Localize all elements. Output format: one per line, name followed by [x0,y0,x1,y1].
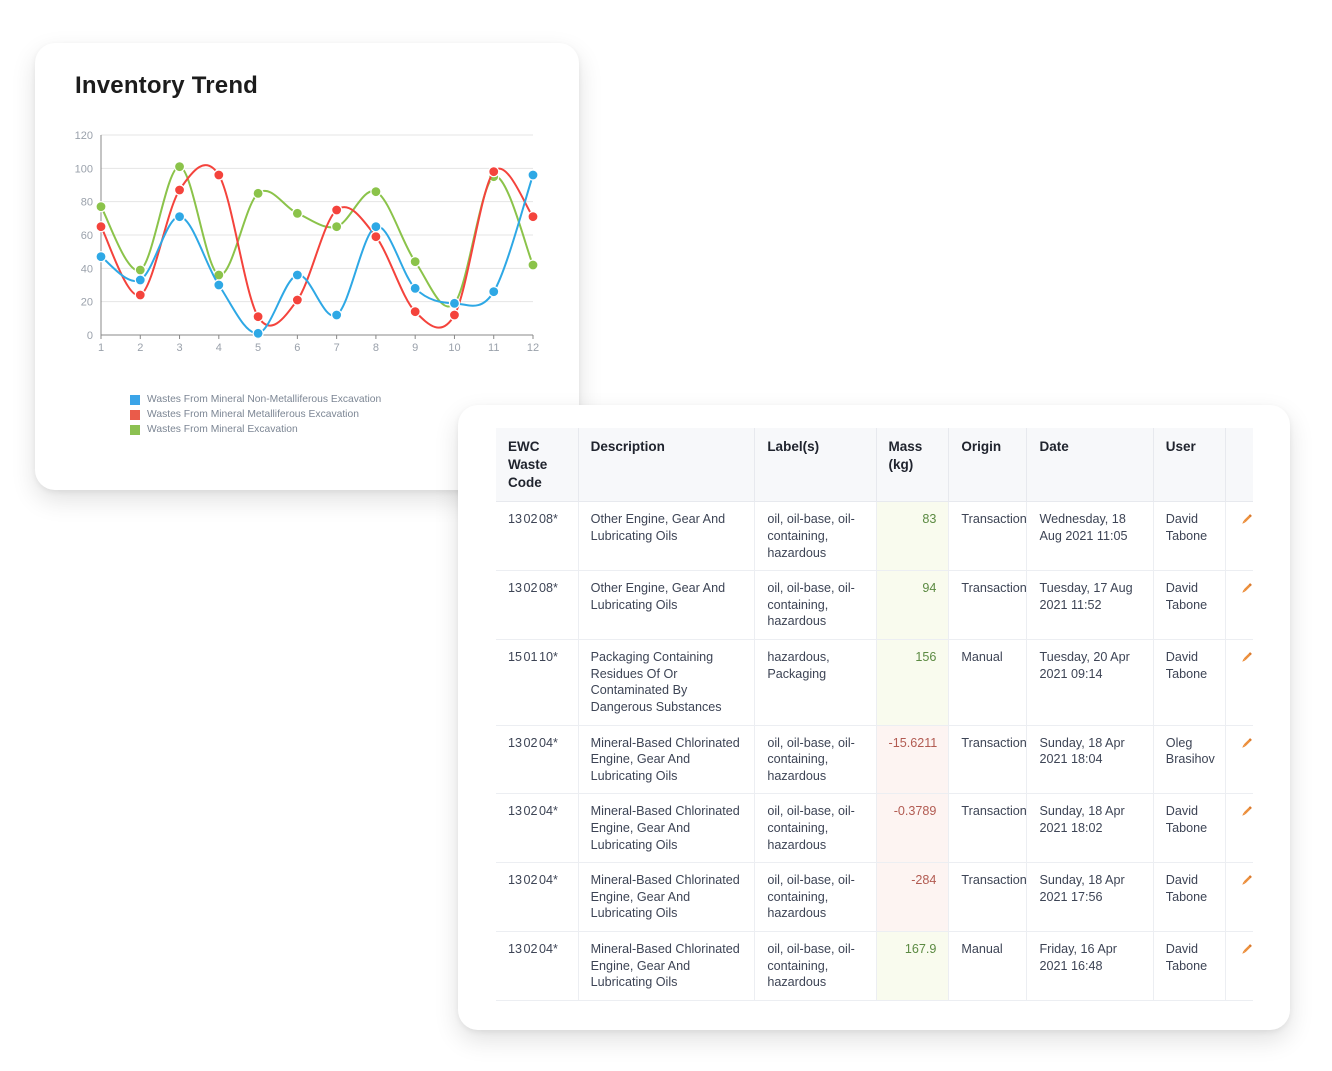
svg-text:2: 2 [137,342,143,354]
svg-text:0: 0 [87,330,93,342]
svg-text:9: 9 [412,342,418,354]
svg-text:4: 4 [216,342,222,354]
svg-text:80: 80 [81,197,93,209]
svg-text:60: 60 [81,230,93,242]
svg-text:10: 10 [448,342,460,354]
svg-text:120: 120 [75,130,93,142]
svg-text:5: 5 [255,342,261,354]
svg-text:7: 7 [334,342,340,354]
svg-text:3: 3 [176,342,182,354]
svg-text:100: 100 [75,163,93,175]
svg-text:1: 1 [98,342,104,354]
svg-text:6: 6 [294,342,300,354]
svg-text:11: 11 [488,342,499,354]
svg-text:12: 12 [527,342,539,354]
svg-text:40: 40 [81,263,93,275]
svg-text:20: 20 [81,297,93,309]
svg-text:8: 8 [373,342,379,354]
